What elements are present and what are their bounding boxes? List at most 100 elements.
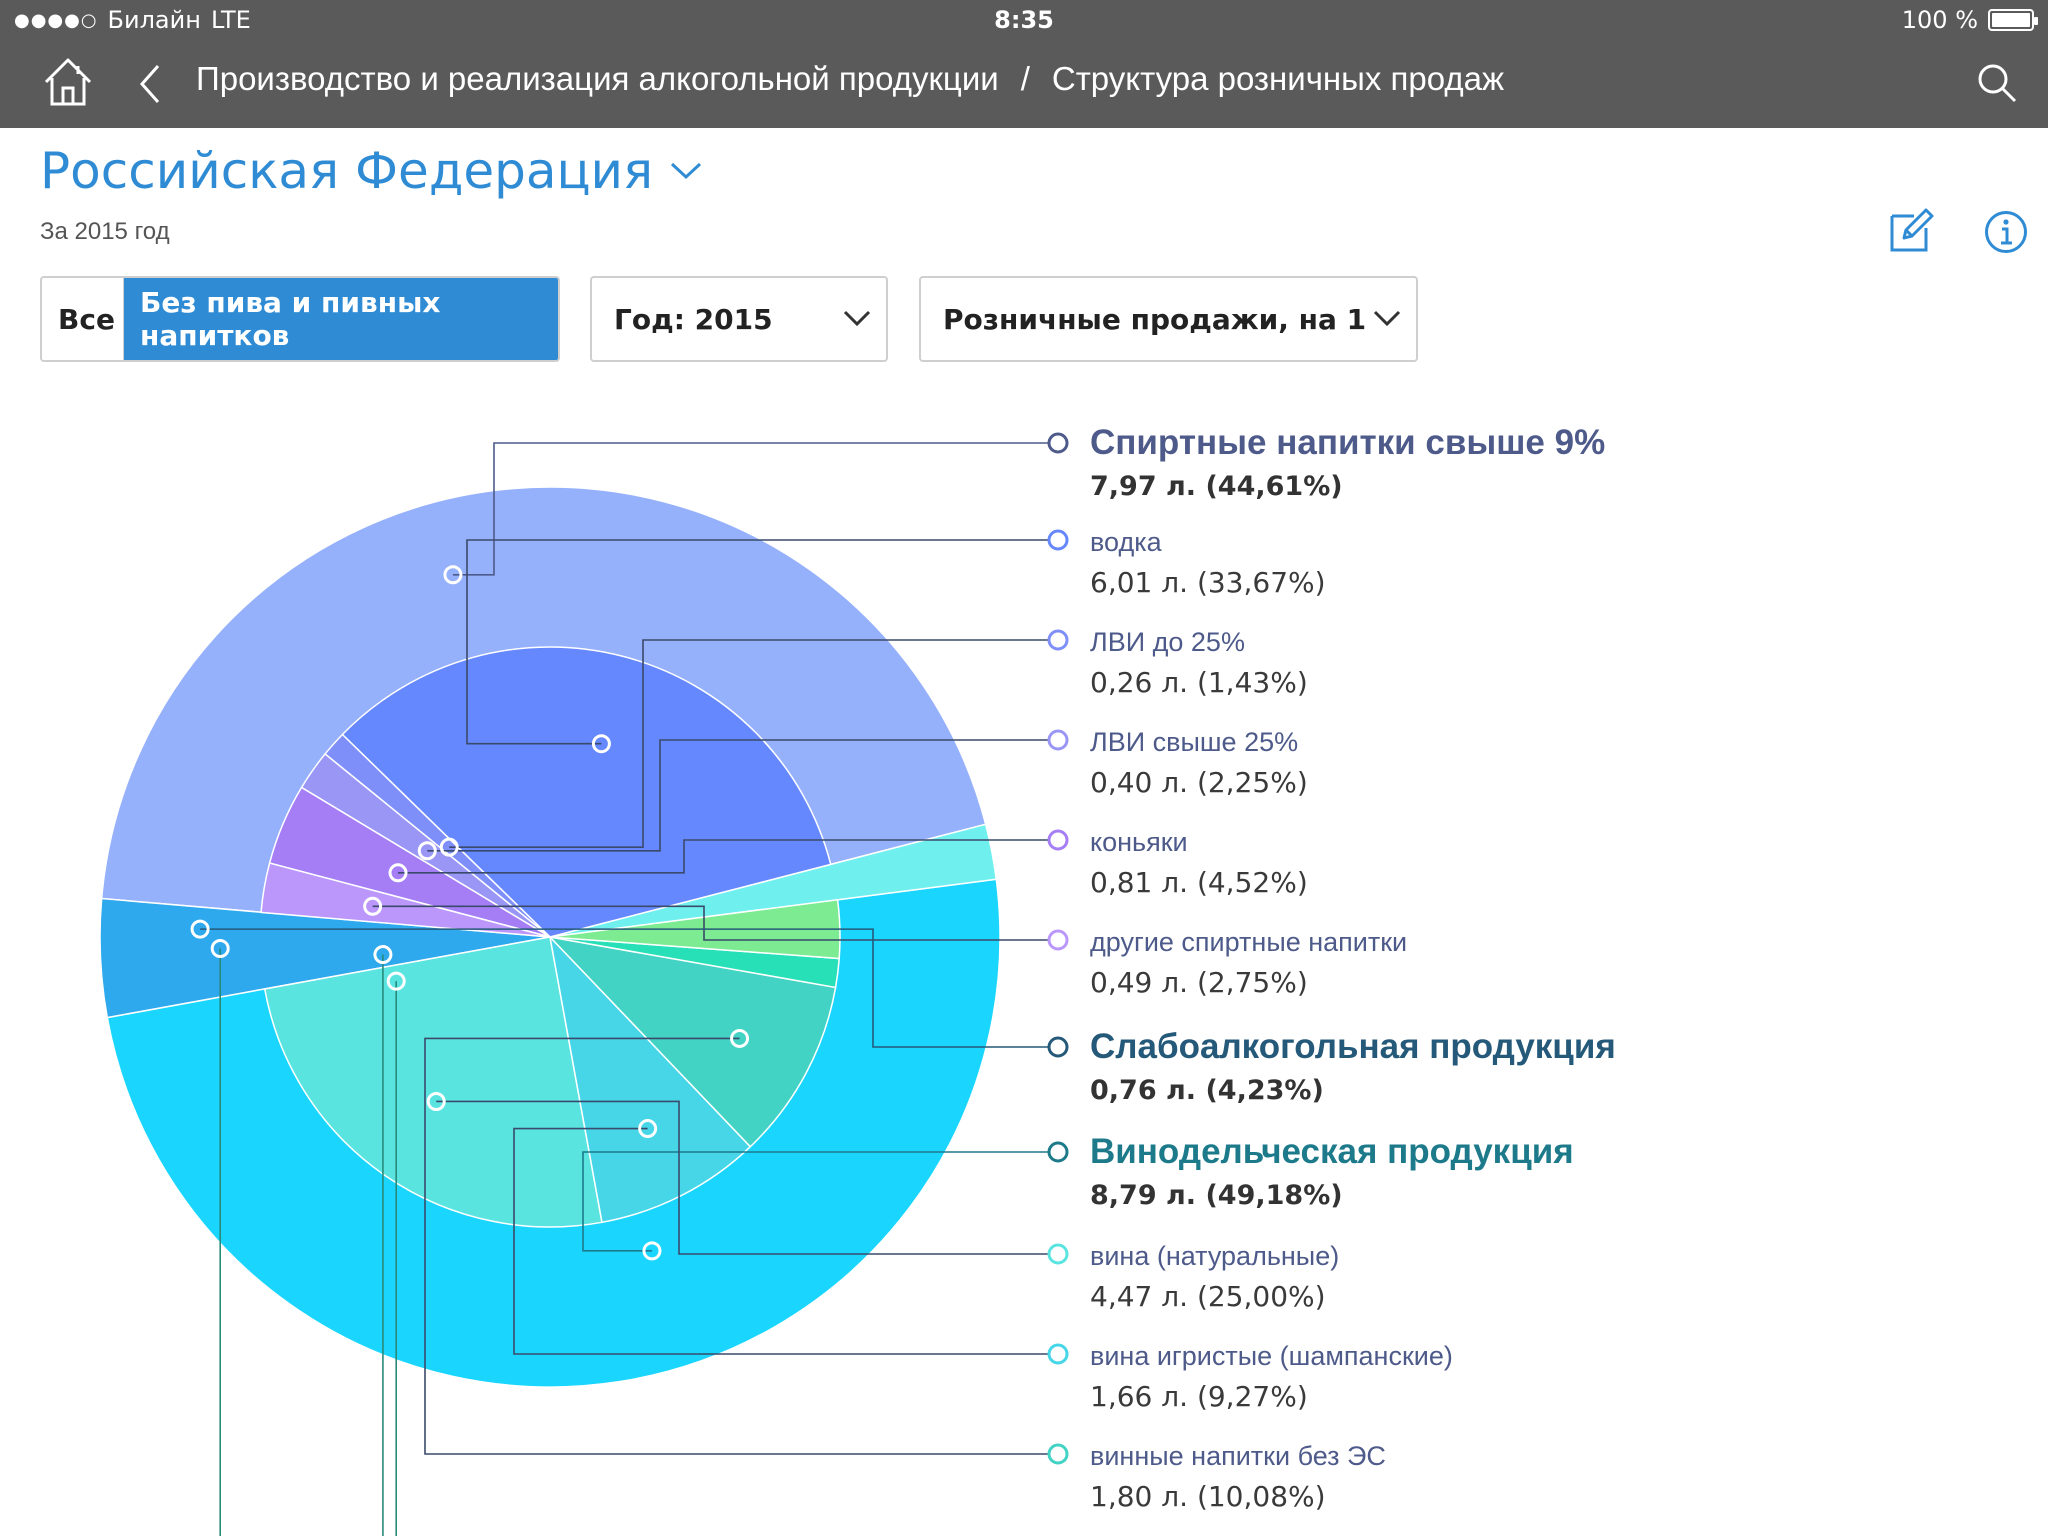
legend-marker-g0c4[interactable] [1047,929,1069,951]
metric-dropdown-label: Розничные продажи, на 1 чел. [943,302,1371,336]
battery-icon [1988,9,2038,31]
status-bar: ●●●●○ Билайн LTE 8:35 100 % [0,0,2048,40]
slice-marker-g0c4[interactable] [363,896,383,916]
beer-filter-segment: Все Без пива и пивных напитков [40,276,560,362]
home-icon[interactable] [40,54,96,110]
legend-label-g0c4: другие спиртные напитки [1090,927,1407,957]
leader-line-g0c2 [427,739,1048,852]
status-left: ●●●●○ Билайн LTE [14,6,251,34]
legend-value-g0c2: 0,40 л. (2,25%) [1090,766,1308,799]
region-title: Российская Федерация [40,142,654,200]
legend-marker-g1[interactable] [1047,1036,1069,1058]
legend-label-g0c3: коньяки [1090,827,1188,857]
legend-marker-g2c1[interactable] [1047,1343,1069,1365]
leader-line-g0 [452,442,1048,576]
legend-marker-g0c2[interactable] [1047,729,1069,751]
inner-slice-2-1[interactable] [548,934,752,1224]
inner-ring [260,646,841,1228]
slice-marker-g2c2[interactable] [730,1028,750,1048]
leader-line-g2c2 [424,1037,1048,1455]
slice-marker-g3[interactable] [210,939,230,959]
battery-label: 100 % [1901,6,1978,34]
slice-marker-g0c3[interactable] [388,863,408,883]
legend-label-g0c2: ЛВИ свыше 25% [1090,727,1298,757]
search-icon[interactable] [1976,62,2018,104]
chevron-left-icon[interactable] [134,60,166,108]
slice-marker-g0[interactable] [443,565,463,585]
legend-label-g2c1: вина игристые (шампанские) [1090,1341,1453,1371]
legend-value-g0c3: 0,81 л. (4,52%) [1090,866,1308,899]
legend-value-g2c2: 1,80 л. (10,08%) [1090,1480,1326,1513]
leader-line-g1 [200,928,1048,1048]
period-label: За 2015 год [40,218,170,245]
legend-value-g0: 7,97 л. (44,61%) [1090,471,1343,502]
leader-line-g2c0 [436,1100,1048,1255]
slice-marker-g2c0[interactable] [426,1091,446,1111]
info-icon[interactable] [1984,210,2028,254]
clock: 8:35 [994,6,1054,34]
leader-line-g2c1 [513,1127,1048,1355]
legend-value-g2c1: 1,66 л. (9,27%) [1090,1380,1308,1413]
leader-line-g0c3 [398,839,1048,874]
year-dropdown-label: Год: 2015 [614,302,773,336]
legend-label-g2: Винодельческая продукция [1090,1132,1574,1171]
legend-marker-g0c1[interactable] [1047,629,1069,651]
status-right: 100 % [1901,6,2038,34]
segment-all-button[interactable]: Все [42,278,124,360]
slice-marker-g2c3[interactable] [386,971,406,991]
breadcrumb-current: Структура розничных продаж [1051,60,1505,97]
legend-label-g2c0: вина (натуральные) [1090,1241,1339,1271]
slice-marker-g2[interactable] [642,1241,662,1261]
legend-marker-g2[interactable] [1047,1141,1069,1163]
legend: Спиртные напитки свыше 9% 7,97 л. (44,61%… [1047,423,1616,1513]
legend-value-g2c0: 4,47 л. (25,00%) [1090,1280,1326,1313]
inner-slice-2-2[interactable] [547,935,837,1148]
segment-no-beer-button[interactable]: Без пива и пивных напитков [124,278,558,360]
chevron-down-icon [1372,308,1402,330]
inner-slice-0-4[interactable] [260,862,551,938]
leader-line-g2 [582,1151,1048,1252]
region-selector[interactable]: Российская Федерация [40,142,703,200]
slice-marker-g1[interactable] [190,919,210,939]
legend-value-g2: 8,79 л. (49,18%) [1090,1180,1343,1211]
legend-marker-g2c0[interactable] [1047,1243,1069,1265]
network-label: LTE [210,6,251,34]
chevron-down-icon [842,308,872,330]
leader-line-g0c1 [449,639,1048,848]
inner-slice-2-0[interactable] [263,936,603,1228]
slice-marker-g0c1[interactable] [439,837,459,857]
legend-value-g0c1: 0,26 л. (1,43%) [1090,666,1308,699]
legend-label-g0: Спиртные напитки свыше 9% [1090,423,1605,462]
nav-bar: Производство и реализация алкогольной пр… [0,40,2048,128]
chevron-down-icon [671,162,702,180]
edit-icon[interactable] [1888,206,1936,254]
legend-marker-g0c3[interactable] [1047,829,1069,851]
legend-value-g0c0: 6,01 л. (33,67%) [1090,566,1326,599]
metric-dropdown[interactable]: Розничные продажи, на 1 чел. [919,276,1418,362]
slice-markers [190,565,750,1261]
legend-value-g1: 0,76 л. (4,23%) [1090,1075,1324,1106]
slice-marker-g2c1[interactable] [638,1119,658,1139]
breadcrumb-separator: / [1020,60,1030,97]
legend-label-g1: Слабоалкогольная продукция [1090,1027,1616,1066]
legend-marker-g0c0[interactable] [1047,529,1069,551]
slice-marker-g0c0[interactable] [591,734,611,754]
inner-slice-0-0[interactable] [341,646,832,938]
leader-line-g0c4 [372,905,1048,941]
slice-marker-g0c2[interactable] [417,841,437,861]
year-dropdown[interactable]: Год: 2015 [590,276,888,362]
legend-label-g0c1: ЛВИ до 25% [1090,627,1245,657]
leader-line-g0c0 [466,539,1048,745]
slice-marker-g2c4[interactable] [373,945,393,965]
legend-value-g0c4: 0,49 л. (2,75%) [1090,966,1308,999]
breadcrumb: Производство и реализация алкогольной пр… [196,60,1504,98]
breadcrumb-parent[interactable]: Производство и реализация алкогольной пр… [196,60,999,97]
leader-lines [200,442,1048,1536]
legend-marker-g2c2[interactable] [1047,1443,1069,1465]
signal-icon: ●●●●○ [14,9,98,31]
legend-label-g0c0: водка [1090,527,1163,557]
legend-label-g2c2: винные напитки без ЭС [1090,1441,1386,1471]
legend-marker-g0[interactable] [1047,432,1069,454]
carrier-label: Билайн [107,6,201,34]
